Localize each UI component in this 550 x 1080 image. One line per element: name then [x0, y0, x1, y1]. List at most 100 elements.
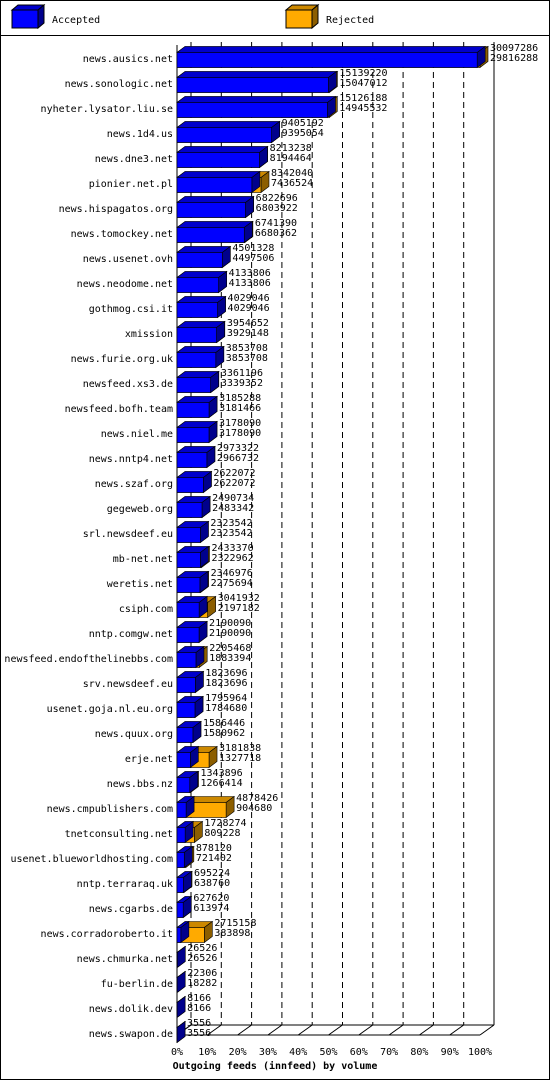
tick-mark: [237, 1024, 252, 1036]
value-label: 6680362: [255, 228, 297, 239]
x-tick-label: 50%: [319, 1047, 337, 1058]
bar: [176, 377, 211, 393]
category-label: news.furie.org.uk: [71, 354, 173, 365]
bar: [176, 252, 223, 268]
bar: [176, 752, 191, 768]
value-label: 627620: [193, 893, 229, 904]
bar: [176, 52, 478, 68]
category-label: gothmog.csi.it: [89, 304, 173, 315]
category-label: newsfeed.endofthelinebbs.com: [4, 654, 173, 665]
value-label: 8194464: [270, 153, 312, 164]
value-label: 9405192: [282, 118, 324, 129]
value-label: 1823696: [205, 678, 247, 689]
tick-mark: [449, 1024, 464, 1036]
legend-swatch-side: [311, 3, 319, 30]
value-label: 3853708: [226, 353, 268, 364]
tick-mark: [297, 1024, 313, 1036]
category-label: usenet.blueworldhosting.com: [10, 854, 173, 865]
value-label: 1823696: [205, 668, 247, 679]
value-label: 3556: [187, 1018, 211, 1029]
category-label: news.usenet.ovh: [83, 254, 173, 265]
value-label: 1795964: [205, 693, 247, 704]
value-label: 1586446: [203, 718, 245, 729]
category-label: weretis.net: [107, 579, 173, 590]
bar-top: [176, 146, 269, 153]
value-label: 1883394: [209, 653, 251, 664]
bar: [176, 827, 186, 843]
value-label: 2622072: [213, 468, 255, 479]
value-label: 15139220: [339, 68, 387, 79]
bar: [176, 102, 328, 118]
value-label: 30097286: [490, 43, 538, 54]
legend-swatch: [285, 9, 313, 29]
category-label: news.quux.org: [95, 729, 173, 740]
value-label: 7436524: [271, 178, 313, 189]
value-label: 3361196: [221, 368, 263, 379]
legend-swatch-side: [37, 3, 45, 30]
category-label: news.bbs.nz: [107, 779, 173, 790]
bar: [176, 502, 203, 518]
x-tick-label: 0%: [171, 1047, 183, 1058]
value-label: 15126188: [339, 93, 387, 104]
bar: [176, 802, 187, 818]
tick-mark: [388, 1024, 404, 1036]
value-label: 15047012: [339, 78, 387, 89]
category-label: news.cmpublishers.com: [47, 804, 173, 815]
bar: [176, 852, 185, 868]
value-label: 878120: [196, 843, 232, 854]
value-label: 3339352: [221, 378, 263, 389]
bar-top: [176, 121, 281, 128]
bar: [176, 702, 196, 718]
category-label: news.dolik.dev: [89, 1004, 173, 1015]
value-label: 3556: [187, 1028, 211, 1039]
value-label: 1728274: [204, 818, 246, 829]
category-label: news.swapon.de: [89, 1029, 173, 1040]
category-label: news.hispagatos.org: [59, 204, 173, 215]
bar: [176, 302, 218, 318]
value-label: 6803922: [256, 203, 298, 214]
x-tick-label: 20%: [229, 1047, 247, 1058]
bar-top: [176, 171, 261, 178]
category-label: newsfeed.xs3.de: [83, 379, 173, 390]
bar: [176, 227, 245, 243]
category-label: xmission: [125, 329, 173, 340]
bar: [176, 777, 191, 793]
value-label: 8342040: [271, 168, 313, 179]
category-label: news.1d4.us: [107, 129, 173, 140]
bar: [176, 552, 201, 568]
category-label: news.dne3.net: [95, 154, 173, 165]
bar: [176, 277, 219, 293]
value-label: 4029046: [228, 293, 270, 304]
value-label: 1327718: [219, 753, 261, 764]
value-label: 3185288: [219, 393, 261, 404]
bar: [176, 677, 196, 693]
value-label: 2433370: [211, 543, 253, 554]
value-label: 2973322: [217, 443, 259, 454]
value-label: 8166: [187, 1003, 211, 1014]
bar: [176, 652, 197, 668]
bar-top: [176, 196, 255, 203]
bar: [176, 477, 204, 493]
category-label: csiph.com: [119, 604, 173, 615]
value-label: 3954652: [227, 318, 269, 329]
tick-mark: [267, 1024, 283, 1036]
bar: [176, 927, 182, 943]
tick-mark: [419, 1024, 434, 1036]
value-label: 26526: [187, 953, 217, 964]
tick-mark: [358, 1024, 374, 1036]
category-label: usenet.goja.nl.eu.org: [47, 704, 173, 715]
category-label: news.tomockey.net: [71, 229, 173, 240]
x-tick-label: 80%: [410, 1047, 428, 1058]
bar: [176, 327, 217, 343]
value-label: 8166: [187, 993, 211, 1004]
bar: [176, 627, 200, 643]
bar: [176, 577, 201, 593]
bar-top: [176, 96, 337, 103]
value-label: 1580962: [203, 728, 245, 739]
category-label: news.cgarbs.de: [89, 904, 173, 915]
value-label: 809228: [204, 828, 240, 839]
bar: [176, 177, 253, 193]
